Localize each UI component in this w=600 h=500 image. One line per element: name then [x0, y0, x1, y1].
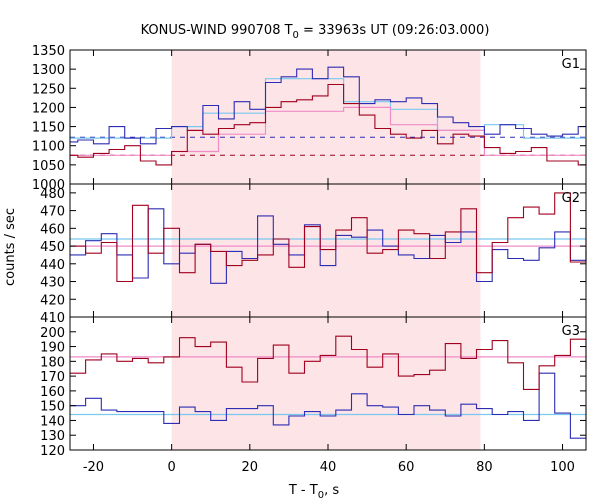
g2-y-tick-label: 440 [40, 258, 65, 273]
x-tick-label: 20 [242, 460, 259, 475]
chart-title-subscript: 0 [293, 30, 299, 41]
g1-y-tick-label: 1350 [32, 44, 65, 59]
g3-y-tick-label: 180 [40, 355, 65, 370]
g2-series-red [70, 192, 587, 283]
g2-y-tick-label: 480 [40, 187, 65, 202]
g1-y-tick-label: 1200 [32, 101, 65, 116]
x-tick-label: 80 [476, 460, 493, 475]
g1-series-red [70, 83, 586, 166]
g1-y-tick-label: 1050 [32, 159, 65, 174]
g1-y-tick-label: 1250 [32, 82, 65, 97]
g3-y-tick-label: 200 [40, 326, 65, 341]
g3-series-red [70, 335, 587, 390]
g1-y-tick-label: 1300 [32, 63, 65, 78]
x-axis-label-prefix: T - T [288, 483, 318, 498]
g2-panel-label: G2 [562, 191, 580, 206]
g1-y-tick-label: 1000 [32, 178, 65, 193]
g3-panel-frame [69, 316, 587, 451]
g2-y-tick-label: 450 [40, 240, 65, 255]
g2-y-tick-label: 420 [40, 293, 65, 308]
g3-y-tick-label: 190 [40, 341, 65, 356]
y-axis-label: counts / sec [3, 208, 18, 286]
g3-y-tick-label: 160 [40, 385, 65, 400]
g3-y-tick-label: 120 [40, 444, 65, 459]
g1-y-tick-label: 1150 [32, 121, 65, 136]
x-tick-label: -20 [83, 460, 104, 475]
g2-y-tick-label: 430 [40, 276, 65, 291]
chart-title-suffix: = 33963s UT (09:26:03.000) [299, 23, 489, 38]
x-tick-label: 0 [167, 460, 175, 475]
g2-y-tick-label: 470 [40, 205, 65, 220]
g3-y-tick-label: 140 [40, 414, 65, 429]
x-tick-label: 60 [398, 460, 415, 475]
g3-panel-label: G3 [562, 324, 580, 339]
g3-y-tick-label: 170 [40, 370, 65, 385]
g1-panel-label: G1 [562, 57, 580, 72]
x-axis-label: T - T0, s [288, 483, 339, 500]
g2-y-tick-label: 410 [40, 311, 65, 326]
chart-title: KONUS-WIND 990708 T0 = 33963s UT (09:26:… [141, 23, 490, 41]
g3-y-tick-label: 150 [40, 400, 65, 415]
g2-series-blue [70, 208, 587, 284]
x-axis-label-suffix: , s [324, 483, 339, 498]
g3-series-blue [70, 372, 587, 439]
g1-series-blue [70, 66, 586, 145]
g3-y-tick-label: 130 [40, 429, 65, 444]
chart-title-prefix: KONUS-WIND 990708 T [141, 23, 293, 38]
x-tick-label: 40 [320, 460, 337, 475]
g2-y-tick-label: 460 [40, 222, 65, 237]
x-axis-label-subscript: 0 [318, 490, 324, 500]
g1-y-tick-label: 1100 [32, 140, 65, 155]
x-tick-label: 100 [550, 460, 575, 475]
